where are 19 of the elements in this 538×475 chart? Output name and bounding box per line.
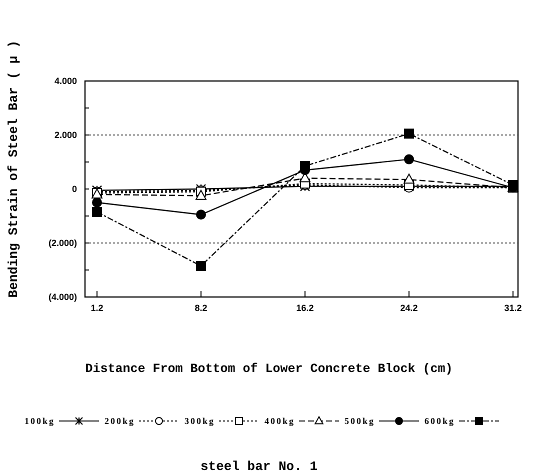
y-tick-label: 2.000 [54, 130, 77, 140]
x-tick-label: 8.2 [194, 302, 208, 313]
x-tick-label: 31.2 [504, 302, 522, 313]
legend-label: 500kg [344, 416, 375, 426]
y-tick-label: (2.000) [48, 238, 77, 248]
text: steel bar No. 1 [200, 459, 318, 474]
legend-label: 100kg [24, 416, 55, 426]
x-tick-label: 24.2 [400, 302, 418, 313]
y-axis-title: Bending Strain of Steel Bar ( μ ) [6, 40, 21, 298]
y-tick-label: (4.000) [48, 292, 77, 302]
legend-label: 200kg [104, 416, 135, 426]
legend-label: 300kg [184, 416, 215, 426]
x-tick-label: 16.2 [296, 302, 314, 313]
y-tick-label: 4.000 [54, 76, 77, 86]
y-tick-label: 0 [72, 184, 77, 194]
legend-label: 400kg [264, 416, 295, 426]
x-axis-title: Distance From Bottom of Lower Concrete Block (cm) [85, 362, 453, 376]
legend-label: 600kg [424, 416, 455, 426]
x-tick-label: 1.2 [90, 302, 104, 313]
